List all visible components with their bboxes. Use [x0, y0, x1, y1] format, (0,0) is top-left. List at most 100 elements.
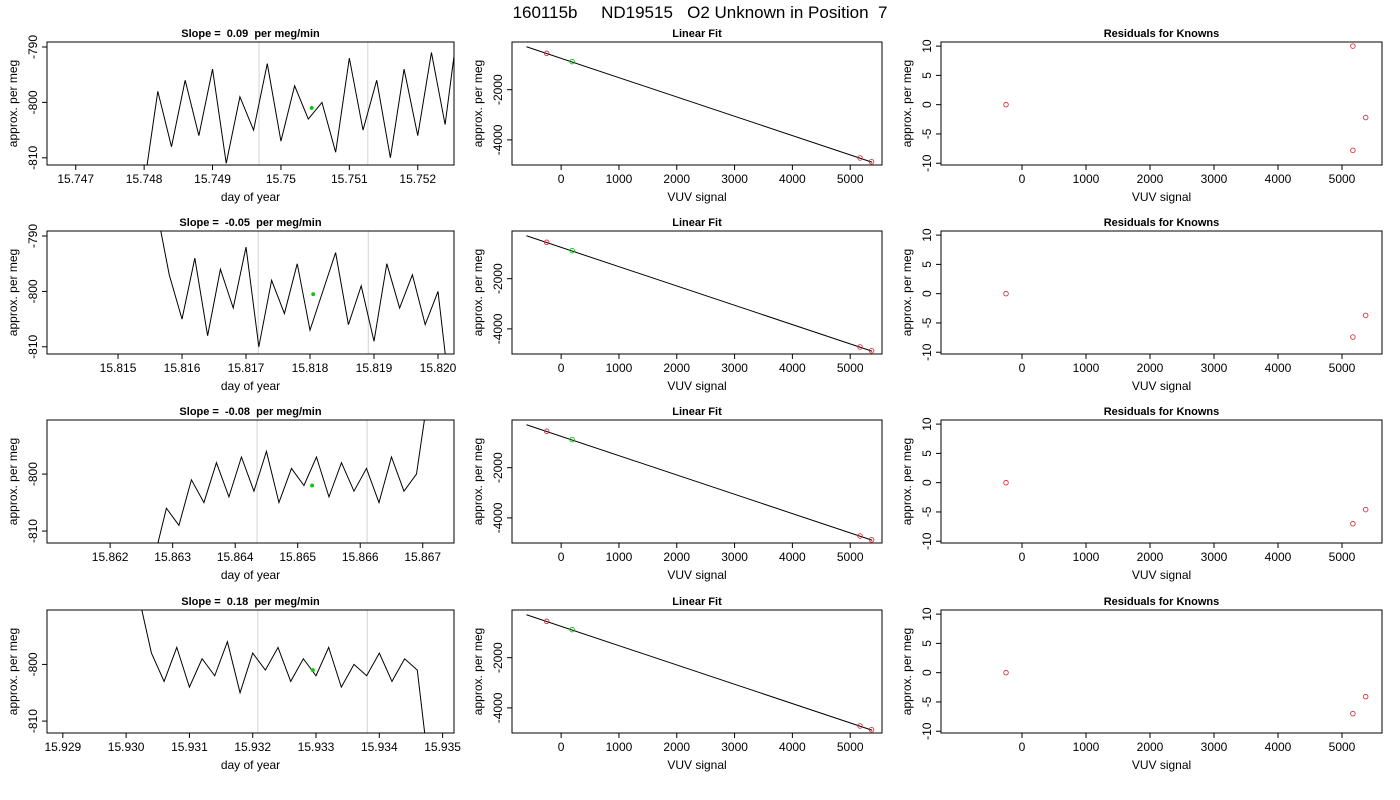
x-tick-label: 1000 — [1073, 740, 1100, 754]
data-point — [311, 292, 316, 297]
data-point — [1003, 101, 1009, 108]
x-tick-label: 1000 — [1073, 550, 1100, 564]
y-tick-label: 10 — [920, 39, 934, 53]
x-tick-label: 5000 — [837, 361, 864, 375]
plot-frame — [46, 230, 455, 355]
data-point — [543, 428, 550, 435]
data-point — [569, 626, 575, 633]
panel-title: Linear Fit — [672, 596, 722, 608]
plot-frame — [940, 609, 1383, 734]
panel-title: Residuals for Knowns — [1104, 406, 1220, 418]
plot-area — [141, 610, 426, 733]
x-tick-label: 0 — [558, 550, 565, 564]
y-tick-label: -4000 — [491, 124, 505, 155]
panel-title: Slope = 0.18 per meg/min — [181, 596, 320, 608]
x-tick-label: 15.933 — [298, 740, 335, 754]
x-tick-label: 15.934 — [361, 740, 398, 754]
data-line — [146, 52, 454, 165]
plot-frame — [46, 609, 455, 734]
x-tick-label: 2000 — [1137, 550, 1164, 564]
x-tick-label: 15.747 — [57, 172, 94, 186]
y-axis-label: approx. per meg — [900, 438, 914, 525]
y-tick-label: 5 — [920, 72, 934, 79]
x-tick-label: 5000 — [1329, 740, 1356, 754]
x-axis-label: VUV signal — [1132, 758, 1191, 772]
x-tick-label: 3000 — [721, 740, 748, 754]
y-axis-label: approx. per meg — [471, 60, 485, 147]
x-tick-label: 3000 — [1201, 361, 1228, 375]
x-tick-label: 15.929 — [44, 740, 81, 754]
data-point — [1003, 290, 1009, 297]
y-tick-label: -810 — [26, 709, 40, 733]
x-tick-label: 0 — [1019, 550, 1026, 564]
x-tick-label: 0 — [558, 740, 565, 754]
y-tick-label: -10 — [920, 343, 934, 361]
x-tick-label: 1000 — [606, 550, 633, 564]
data-point — [1362, 114, 1369, 121]
data-point — [1003, 669, 1009, 676]
plot-frame — [511, 230, 883, 355]
data-line — [526, 424, 873, 541]
plot-frame — [511, 41, 883, 166]
x-tick-label: 4000 — [1265, 740, 1292, 754]
x-tick-label: 4000 — [779, 740, 806, 754]
y-tick-label: 0 — [920, 101, 934, 108]
panel: Linear Fit VUV signal approx. per meg 0 1000… — [471, 406, 883, 582]
data-point — [1362, 506, 1369, 513]
plot-frame — [940, 419, 1383, 544]
data-point — [857, 723, 863, 729]
x-tick-label: 15.863 — [154, 550, 191, 564]
x-tick-label: 15.819 — [356, 361, 393, 375]
data-point — [868, 347, 875, 354]
x-tick-label: 5000 — [1329, 172, 1356, 186]
panel-title: Linear Fit — [672, 28, 722, 40]
panel: Slope = 0.18 per meg/min day of year appro… — [6, 596, 461, 772]
plot-area — [1003, 290, 1369, 340]
y-axis-label: approx. per meg — [900, 249, 914, 336]
x-tick-label: 5000 — [837, 550, 864, 564]
plot-area — [146, 42, 454, 165]
x-tick-label: 15.820 — [420, 361, 457, 375]
panel: Slope = 0.09 per meg/min day of year appro… — [6, 28, 455, 204]
y-tick-label: -800 — [26, 90, 40, 114]
data-point — [310, 483, 315, 488]
y-axis-label: approx. per meg — [471, 249, 485, 336]
panel: Residuals for Knowns VUV signal approx. pe… — [900, 406, 1383, 582]
y-tick-label: -5 — [920, 317, 934, 328]
y-tick-label: 5 — [920, 640, 934, 647]
x-tick-label: 4000 — [1265, 172, 1292, 186]
x-tick-label: 15.815 — [100, 361, 137, 375]
x-tick-label: 5000 — [1329, 361, 1356, 375]
y-tick-label: -4000 — [491, 313, 505, 344]
x-tick-label: 1000 — [1073, 172, 1100, 186]
x-tick-label: 3000 — [721, 172, 748, 186]
plot-area — [526, 235, 875, 354]
x-axis-label: VUV signal — [1132, 190, 1191, 204]
y-tick-label: -2000 — [491, 263, 505, 294]
y-tick-label: 10 — [920, 228, 934, 242]
data-point — [868, 726, 875, 733]
x-tick-label: 15.866 — [342, 550, 379, 564]
x-tick-label: 4000 — [779, 172, 806, 186]
y-tick-label: 10 — [920, 417, 934, 431]
y-tick-label: 5 — [920, 261, 934, 268]
y-axis-label: approx. per meg — [6, 438, 20, 525]
y-tick-label: -5 — [920, 128, 934, 139]
panel: Residuals for Knowns VUV signal approx. pe… — [900, 217, 1383, 393]
y-axis-label: approx. per meg — [900, 628, 914, 715]
data-line — [526, 46, 873, 163]
data-point — [569, 436, 575, 443]
data-point — [857, 533, 863, 539]
x-tick-label: 1000 — [606, 740, 633, 754]
x-tick-label: 15.817 — [228, 361, 265, 375]
data-point — [1350, 43, 1356, 49]
data-point — [1350, 147, 1356, 154]
y-tick-label: -2000 — [491, 452, 505, 483]
data-point — [543, 618, 550, 625]
data-point — [1362, 693, 1369, 700]
data-point — [1003, 479, 1009, 486]
x-tick-label: 0 — [1019, 172, 1026, 186]
x-axis-label: day of year — [221, 568, 280, 582]
x-tick-label: 2000 — [663, 172, 690, 186]
panel-title: Slope = 0.09 per meg/min — [181, 28, 320, 40]
